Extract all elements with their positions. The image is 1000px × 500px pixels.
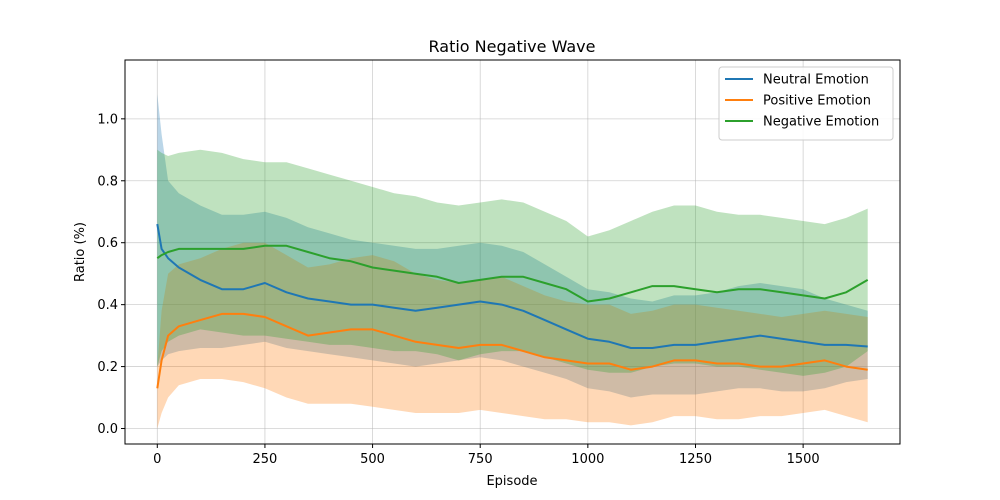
y-tick-label: 0.2 (97, 360, 118, 375)
plot-frame (124, 59, 901, 445)
y-axis-label: Ratio (%) (73, 222, 88, 282)
y-tick-label: 0.6 (97, 236, 118, 251)
y-tick-label: 1.0 (97, 112, 118, 127)
x-tick-label: 1000 (571, 452, 604, 467)
y-tick-label: 0.4 (97, 298, 118, 313)
legend-entry: Negative Emotion (763, 115, 879, 130)
x-tick-label: 1250 (679, 452, 712, 467)
legend-entry: Neutral Emotion (763, 73, 869, 88)
y-tick-label: 0.0 (97, 422, 118, 437)
y-tick-label: 0.8 (97, 174, 118, 189)
positive-emotion-band (157, 242, 868, 429)
grid (125, 60, 900, 444)
negative-emotion-line (156, 244, 869, 303)
x-tick-label: 500 (360, 452, 385, 467)
confidence-bands (157, 94, 868, 429)
neutral-emotion-band (157, 94, 868, 398)
negative-emotion-band (157, 149, 868, 376)
axis-ticks: 0 250 500 750 1000 1250 1500 0.0 0.2 0.4 0.6 0.8 1.0 (97, 112, 819, 467)
chart-title: Ratio Negative Wave (429, 37, 596, 56)
legend-box (718, 66, 894, 141)
x-tick-label: 750 (468, 452, 493, 467)
legend: Neutral Emotion Positive Emotion Negative … (718, 66, 894, 141)
neutral-emotion-line (156, 223, 868, 349)
x-axis-label: Episode (486, 474, 537, 489)
x-tick-label: 250 (253, 452, 278, 467)
legend-entry: Positive Emotion (763, 94, 871, 109)
x-tick-label: 0 (153, 452, 161, 467)
x-tick-label: 1500 (787, 452, 820, 467)
series-lines (156, 223, 869, 389)
positive-emotion-line (156, 312, 868, 389)
